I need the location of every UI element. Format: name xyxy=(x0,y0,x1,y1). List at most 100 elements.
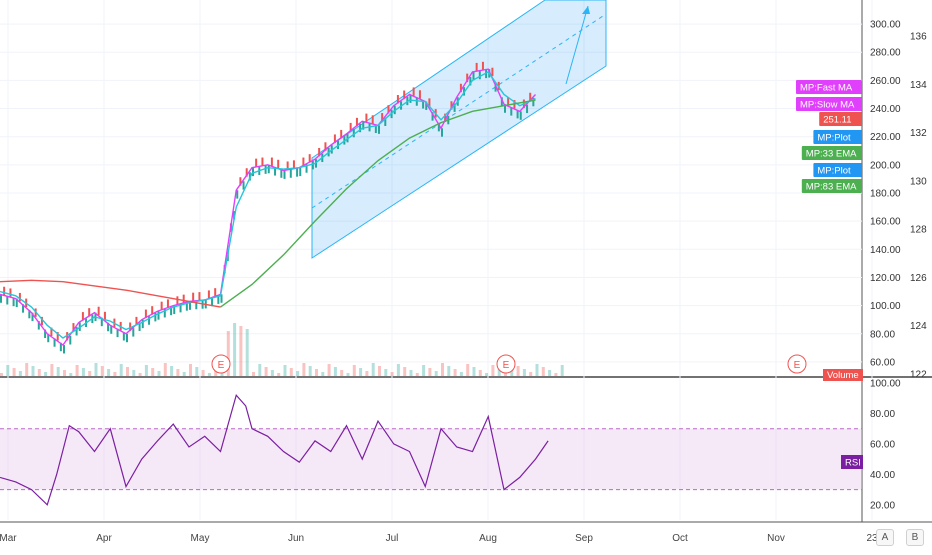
svg-text:MP:83 EMA: MP:83 EMA xyxy=(806,182,857,193)
candle xyxy=(122,332,125,341)
legend-badge[interactable]: MP:Fast MA xyxy=(796,80,862,94)
rsi-line[interactable] xyxy=(0,393,549,506)
legend-badge[interactable]: MP:83 EMA xyxy=(801,179,862,193)
candle xyxy=(516,109,519,119)
candle xyxy=(333,134,336,143)
volume-bar xyxy=(138,373,142,376)
svg-text:RSI: RSI xyxy=(845,458,861,469)
price-tick-label: 80.00 xyxy=(870,329,895,340)
price-channel[interactable] xyxy=(311,0,607,259)
svg-text:MP:Fast MA: MP:Fast MA xyxy=(800,83,853,94)
volume-bar xyxy=(308,366,312,376)
volume-bar xyxy=(428,368,432,376)
legend-badge[interactable]: MP:Slow MA xyxy=(796,97,862,111)
volume-bar xyxy=(25,363,29,376)
volume-bar xyxy=(296,371,300,376)
legend-badge[interactable]: 251.11 xyxy=(819,112,862,126)
series-line-3[interactable] xyxy=(0,279,221,308)
volume-bar xyxy=(176,369,180,376)
secondary-tick-label: 124 xyxy=(910,321,927,332)
series-line-2[interactable] xyxy=(220,99,536,308)
candle xyxy=(444,113,447,123)
projection-arrow[interactable] xyxy=(565,5,589,85)
volume-bar xyxy=(535,364,539,376)
candle xyxy=(103,311,106,321)
earnings-marker[interactable]: E xyxy=(787,354,807,374)
price-tick-label: 140.00 xyxy=(870,245,901,256)
svg-text:E: E xyxy=(218,360,225,371)
candle xyxy=(138,322,141,331)
candle xyxy=(148,316,151,325)
price-tick-label: 240.00 xyxy=(870,104,901,115)
volume-bar xyxy=(434,371,438,376)
volume-bar xyxy=(94,363,98,376)
volume-bar xyxy=(163,363,167,376)
main-pane[interactable] xyxy=(0,0,862,376)
candle xyxy=(100,317,103,327)
legend-badge[interactable]: MP:33 EMA xyxy=(801,146,862,160)
candle xyxy=(154,312,157,322)
time-tick-label: Mar xyxy=(0,533,17,544)
price-tick-label: 180.00 xyxy=(870,189,901,200)
candle xyxy=(211,297,214,307)
secondary-tick-label: 128 xyxy=(910,225,927,236)
auto-scale-button[interactable]: A xyxy=(876,529,894,546)
volume-bar xyxy=(491,365,495,376)
time-tick-label: 23 xyxy=(866,533,878,544)
candle xyxy=(437,122,440,132)
series-line-1[interactable] xyxy=(0,71,536,339)
volume-bar xyxy=(415,373,419,376)
candle xyxy=(22,304,25,313)
earnings-marker[interactable]: E xyxy=(496,354,516,374)
candle xyxy=(53,338,56,347)
earnings-marker[interactable]: E xyxy=(211,354,231,374)
volume-bar xyxy=(466,364,470,376)
legend-badge[interactable]: MP:Plot xyxy=(813,163,862,177)
candle xyxy=(299,167,302,177)
candle xyxy=(305,164,308,173)
volume-bar xyxy=(422,365,426,376)
candle xyxy=(28,309,31,319)
candle xyxy=(236,190,239,199)
candle xyxy=(478,70,481,80)
svg-text:E: E xyxy=(503,360,510,371)
svg-text:MP:Plot: MP:Plot xyxy=(817,133,851,144)
candle xyxy=(81,312,84,321)
candle xyxy=(50,327,53,337)
candle xyxy=(163,308,166,318)
volume-bar xyxy=(132,370,136,376)
candle xyxy=(6,296,9,305)
arrow-head xyxy=(582,6,590,14)
volume-bar xyxy=(75,365,79,376)
candle xyxy=(412,87,415,96)
candle xyxy=(529,92,532,102)
volume-bar xyxy=(359,368,363,376)
candle xyxy=(151,306,154,315)
volume-bar xyxy=(302,363,306,376)
volume-bar xyxy=(44,372,48,376)
candle xyxy=(40,316,43,326)
volume-bar xyxy=(151,368,155,376)
svg-text:MP:33 EMA: MP:33 EMA xyxy=(806,149,857,160)
log-scale-button[interactable]: B xyxy=(906,529,924,546)
time-tick-label: Jul xyxy=(386,533,399,544)
candle xyxy=(72,323,75,332)
volume-bar xyxy=(283,365,287,376)
volume-badge[interactable]: Volume xyxy=(823,369,863,381)
series-line-0[interactable] xyxy=(0,68,537,347)
candle xyxy=(270,157,273,166)
candle xyxy=(255,158,258,168)
volume-bar xyxy=(195,367,199,376)
volume-bar xyxy=(441,363,444,376)
candle xyxy=(296,168,299,177)
volume-bar xyxy=(258,364,262,376)
candle xyxy=(340,129,343,139)
candle xyxy=(75,327,78,336)
candle xyxy=(220,294,223,303)
rsi-legend-badge[interactable]: RSI xyxy=(841,455,863,469)
candle xyxy=(384,117,387,126)
legend-badge[interactable]: MP:Plot xyxy=(813,130,862,144)
candle xyxy=(519,111,522,120)
